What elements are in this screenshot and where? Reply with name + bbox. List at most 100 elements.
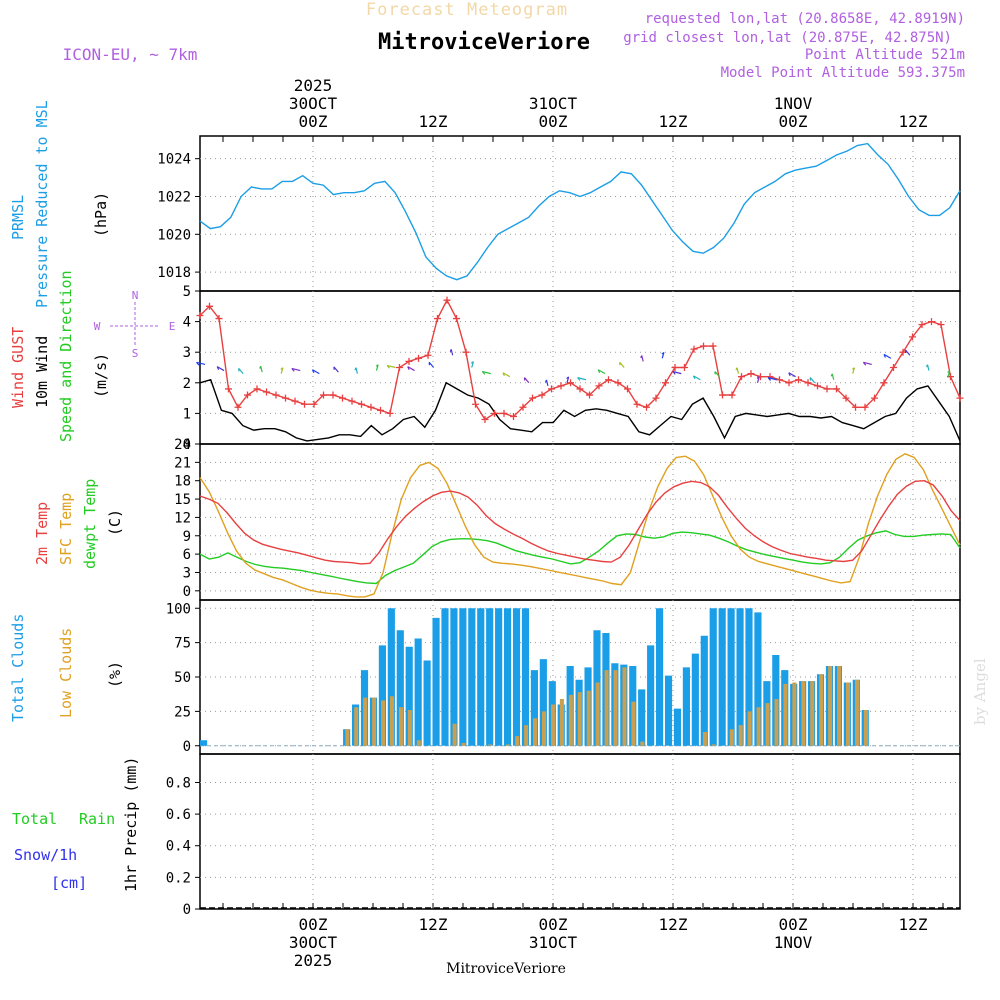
wind-arrow-head xyxy=(311,369,315,374)
wind-arrow xyxy=(714,371,720,378)
total-cloud-bar xyxy=(468,608,476,746)
low-cloud-bar xyxy=(577,692,582,746)
wind-arrow xyxy=(809,377,816,384)
forecast-label: Forecast Meteogram xyxy=(366,0,568,20)
wind-arrow-head xyxy=(386,365,390,369)
wind-arrow-head xyxy=(735,367,738,371)
gust-line-marker xyxy=(244,391,251,399)
low-cloud-bar xyxy=(568,694,573,746)
wind10-line xyxy=(199,378,961,442)
low-cloud-bar xyxy=(702,732,707,746)
low-cloud-bar xyxy=(595,682,600,746)
gust-line-marker xyxy=(586,391,593,399)
gust-line-marker xyxy=(719,391,726,399)
y-tick-label: 6 xyxy=(183,547,191,563)
wind-arrow-head xyxy=(280,367,284,370)
gust-line-marker xyxy=(595,382,603,390)
gust-line-marker xyxy=(215,315,223,323)
gust-line-marker xyxy=(253,385,261,393)
total-cloud-bar xyxy=(378,645,386,746)
low-cloud-bar xyxy=(390,696,395,746)
gust-line-marker xyxy=(386,409,394,417)
label-sfc-temp: SFC Temp xyxy=(57,493,75,565)
low-cloud-bar xyxy=(407,710,412,746)
wind-arrow-head xyxy=(544,379,548,383)
wind-arrow-head xyxy=(354,367,357,371)
gust-line-marker xyxy=(757,373,764,381)
wind-arrow-head xyxy=(502,372,505,377)
label-percent: (%) xyxy=(106,661,124,688)
total-cloud-bar xyxy=(736,608,744,746)
gust-line-marker xyxy=(956,394,964,402)
bottom-hour-label: 00Z xyxy=(779,915,808,934)
low-cloud-bar xyxy=(801,681,806,746)
y-tick-label: 0.4 xyxy=(166,839,191,855)
y-tick-label: 4 xyxy=(183,315,191,331)
y-tick-label: 3 xyxy=(183,345,191,361)
y-tick-label: 3 xyxy=(183,565,191,581)
label-dewpt-temp: dewpt Temp xyxy=(81,479,99,569)
low-cloud-bar xyxy=(729,729,734,746)
gust-line-marker xyxy=(453,315,460,323)
gust-line-marker xyxy=(871,394,878,402)
low-cloud-bar xyxy=(461,743,466,746)
label-2m-temp: 2m Temp xyxy=(33,502,51,565)
panel-0: 1018 1020 1022 1024 xyxy=(157,135,961,292)
wind-arrow-head xyxy=(788,372,791,377)
y-tick-label: 0.8 xyxy=(166,775,191,791)
gust-line-marker xyxy=(367,403,375,411)
label-ms: (m/s) xyxy=(92,353,110,398)
y-tick-label: 50 xyxy=(174,670,191,686)
label-c: (C) xyxy=(106,509,124,536)
y-tick-label: 0 xyxy=(183,437,191,453)
total-cloud-bar xyxy=(521,608,530,746)
gust-line-marker xyxy=(282,394,289,402)
bottom-hour-label: 00Z xyxy=(539,915,568,934)
wind-arrow-head xyxy=(830,373,833,377)
gust-line-marker xyxy=(709,342,717,350)
wind-arrow-head xyxy=(925,364,929,368)
y-tick-label: 0 xyxy=(183,739,191,755)
gust-line-marker xyxy=(310,400,318,408)
wind-arrow-head xyxy=(291,368,295,372)
gust-line-marker xyxy=(567,379,574,387)
wind-arrow xyxy=(597,369,606,375)
wind-arrow xyxy=(386,364,396,369)
low-cloud-bar xyxy=(622,667,627,746)
point-altitude: Point Altitude 521m xyxy=(805,47,965,63)
gust-line-marker xyxy=(700,342,707,350)
wind-arrow-head xyxy=(883,354,886,358)
total-cloud-bar xyxy=(200,740,208,746)
total-cloud-bar xyxy=(718,608,726,746)
wind-arrow-head xyxy=(862,361,867,366)
gust-line-marker xyxy=(937,321,945,329)
wind-arrow xyxy=(312,369,320,375)
low-cloud-bar xyxy=(550,704,555,746)
wind-arrow xyxy=(238,368,244,375)
panel-frame xyxy=(199,135,961,292)
label-total-clouds: Total Clouds xyxy=(9,614,27,722)
gust-line-marker xyxy=(358,400,365,408)
low-cloud-bar xyxy=(828,666,833,746)
total-cloud-bar xyxy=(477,608,485,746)
compass-s: S xyxy=(132,347,139,360)
low-cloud-bar xyxy=(783,683,788,746)
gust-line-marker xyxy=(206,302,213,310)
gust-line-marker xyxy=(557,382,565,390)
low-cloud-bar xyxy=(846,682,851,746)
top-hour-label: 00Z xyxy=(779,112,808,131)
gust-line-marker xyxy=(728,391,736,399)
low-cloud-bar xyxy=(774,699,779,746)
gust-line-marker xyxy=(548,385,555,393)
low-cloud-bar xyxy=(559,699,564,746)
gust-line-marker xyxy=(833,385,840,393)
gust-line-marker xyxy=(481,416,489,424)
gust-line-marker xyxy=(823,385,831,393)
y-tick-label: 0 xyxy=(183,902,191,918)
y-tick-label: 25 xyxy=(174,704,191,720)
wind-arrow-head xyxy=(692,375,696,380)
total-cloud-bar xyxy=(656,608,664,746)
gust-line-marker xyxy=(415,354,422,362)
total-cloud-bar xyxy=(539,659,547,746)
